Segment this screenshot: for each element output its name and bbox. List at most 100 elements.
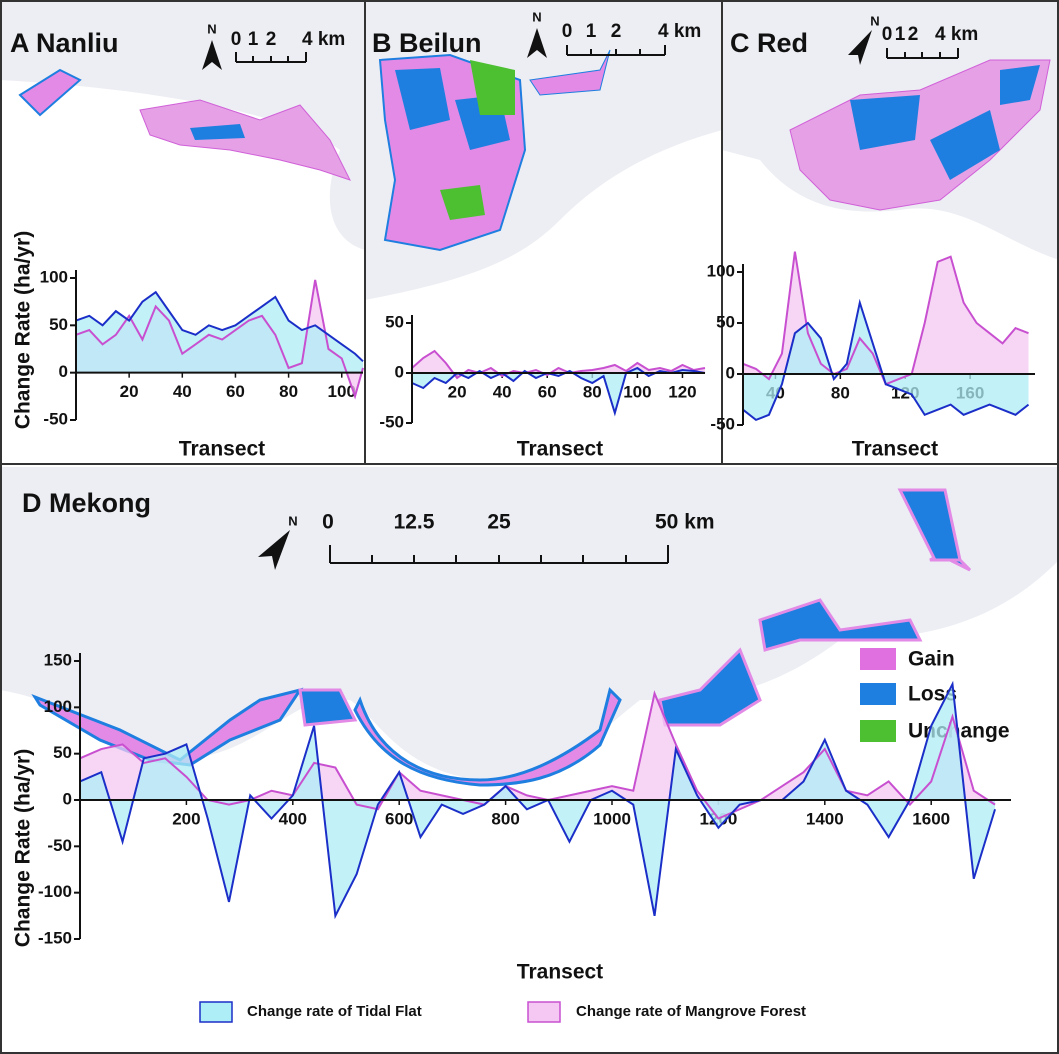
x-tick-label: 200 <box>172 809 200 828</box>
y-tick-label: -50 <box>379 412 404 431</box>
x-tick-label: 1400 <box>806 809 844 828</box>
north-label: N <box>288 513 297 528</box>
x-tick-label: 40 <box>173 382 192 401</box>
scale-bar <box>886 48 959 59</box>
series-line <box>742 298 1030 422</box>
x-tick-label: 600 <box>385 809 413 828</box>
series-line <box>79 680 996 920</box>
scale-label: 25 <box>487 511 511 534</box>
arrow <box>527 28 547 58</box>
legend-swatch <box>860 648 896 670</box>
legend-swatch <box>199 1001 233 1023</box>
y-axis-label: Change Rate (ha/yr) <box>12 749 35 947</box>
x-tick-label: 120 <box>668 382 696 401</box>
x-tick-label: 20 <box>448 382 467 401</box>
y-tick-label: 150 <box>44 650 72 669</box>
x-axis-label: Transect <box>517 438 603 461</box>
y-tick-label: -50 <box>710 414 735 433</box>
x-tick-label: 60 <box>226 382 245 401</box>
x-tick-label: 100 <box>623 382 651 401</box>
scale-bars <box>235 45 959 564</box>
y-tick-label: 100 <box>40 267 68 286</box>
y-tick-label: 0 <box>59 362 68 381</box>
y-tick-label: 100 <box>44 697 72 716</box>
map-patch <box>353 687 622 787</box>
scale-label: 12.5 <box>394 511 435 534</box>
map-patch <box>395 68 510 150</box>
y-tick-label: 50 <box>716 312 735 331</box>
legend-swatch <box>860 720 896 742</box>
x-tick-label: 1000 <box>593 809 631 828</box>
map-patch <box>529 49 611 96</box>
y-tick-label: 0 <box>726 363 735 382</box>
x-tick-label: 60 <box>538 382 557 401</box>
area-fill <box>76 292 363 373</box>
x-tick-label: 40 <box>493 382 512 401</box>
plots: -50 0 50 100 20 40 60 80 100 -50 0 50 20 40 60 80 100 120… <box>38 251 1035 947</box>
panel-title: B Beilun <box>372 28 482 58</box>
x-axis-label: Transect <box>517 961 603 984</box>
y-tick-label: -50 <box>43 409 68 428</box>
north-label: N <box>532 9 541 24</box>
y-axis-label: Change Rate (ha/yr) <box>12 231 35 429</box>
legend-swatch <box>860 683 896 705</box>
legend-label: Change rate of Mangrove Forest <box>576 1003 806 1020</box>
legend-swatch <box>527 1001 561 1023</box>
scale-label: 0 <box>562 21 573 42</box>
x-tick-label: 800 <box>491 809 519 828</box>
legend: Change rate of Tidal Flat Change rate of… <box>199 1001 806 1023</box>
x-tick-label: 80 <box>583 382 602 401</box>
x-axis-label: Transect <box>852 438 938 461</box>
x-axis-label: Transect <box>179 438 265 461</box>
scale-label: 0 <box>231 29 242 50</box>
y-tick-label: 0 <box>395 362 404 381</box>
scale-label: 0 <box>882 24 893 45</box>
legend-label: Change rate of Tidal Flat <box>247 1003 422 1020</box>
scale-label: 1 <box>586 21 597 42</box>
arrow <box>258 530 290 570</box>
scale-label: 50 km <box>655 511 715 534</box>
map-patch <box>789 59 1051 211</box>
scale-label: 2 <box>266 29 277 50</box>
map-patch <box>440 60 515 220</box>
legend-label: Gain <box>908 648 955 671</box>
y-tick-label: 100 <box>707 261 735 280</box>
map-patch <box>18 68 82 117</box>
scale-label: 4 km <box>658 21 701 42</box>
panel-title: D Mekong <box>22 488 151 518</box>
north-arrow: N N N N <box>202 9 880 570</box>
arrow <box>848 30 872 65</box>
scale-label: 1 <box>895 24 906 45</box>
y-tick-label: 50 <box>53 743 72 762</box>
north-label: N <box>870 13 879 28</box>
x-tick-label: 80 <box>831 383 850 402</box>
scale-bar <box>329 545 669 564</box>
y-tick-label: 50 <box>49 315 68 334</box>
scale-bar <box>235 52 307 63</box>
x-tick-label: 1600 <box>912 809 950 828</box>
panel-title: A Nanliu <box>10 28 119 58</box>
scale-label: 1 <box>248 29 259 50</box>
scale-label: 4 km <box>935 24 978 45</box>
series-line <box>75 290 364 363</box>
map-d <box>0 467 1059 787</box>
north-label: N <box>207 21 216 36</box>
y-tick-label: 0 <box>63 789 72 808</box>
arrow <box>202 40 222 70</box>
series-line <box>75 279 364 400</box>
scale-label: 2 <box>908 24 919 45</box>
map-b <box>365 0 722 300</box>
map-patch <box>139 99 351 181</box>
y-tick-label: -100 <box>38 882 72 901</box>
scale-bar <box>566 45 666 56</box>
y-tick-label: -50 <box>47 836 72 855</box>
x-tick-label: 80 <box>279 382 298 401</box>
panel-frame <box>0 463 1059 1054</box>
x-tick-label: 100 <box>328 382 356 401</box>
scale-label: 4 km <box>302 29 345 50</box>
scale-label: 2 <box>611 21 622 42</box>
panel-title: C Red <box>730 28 808 58</box>
map-c <box>722 0 1059 260</box>
